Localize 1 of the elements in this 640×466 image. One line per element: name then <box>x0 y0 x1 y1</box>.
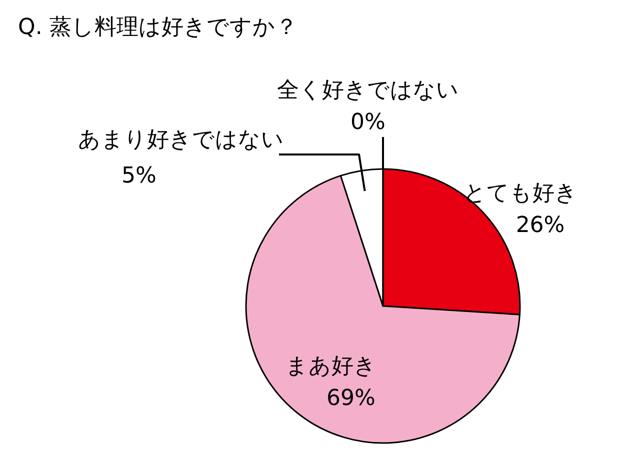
title: Q. 蒸し料理は好きですか？ <box>18 15 298 40</box>
